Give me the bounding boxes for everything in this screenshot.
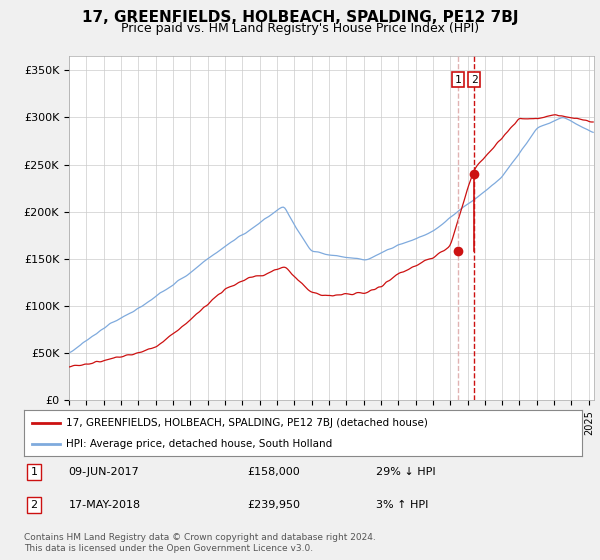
Text: £239,950: £239,950 [247,500,300,510]
Text: Contains HM Land Registry data © Crown copyright and database right 2024.
This d: Contains HM Land Registry data © Crown c… [24,533,376,553]
Text: 17, GREENFIELDS, HOLBEACH, SPALDING, PE12 7BJ (detached house): 17, GREENFIELDS, HOLBEACH, SPALDING, PE1… [66,418,428,428]
Text: £158,000: £158,000 [247,467,300,477]
Text: 2: 2 [471,74,478,85]
Text: Price paid vs. HM Land Registry's House Price Index (HPI): Price paid vs. HM Land Registry's House … [121,22,479,35]
Text: 2: 2 [31,500,38,510]
Text: HPI: Average price, detached house, South Holland: HPI: Average price, detached house, Sout… [66,439,332,449]
Text: 17, GREENFIELDS, HOLBEACH, SPALDING, PE12 7BJ: 17, GREENFIELDS, HOLBEACH, SPALDING, PE1… [82,10,518,25]
Text: 3% ↑ HPI: 3% ↑ HPI [376,500,428,510]
Text: 17-MAY-2018: 17-MAY-2018 [68,500,141,510]
Text: 29% ↓ HPI: 29% ↓ HPI [376,467,435,477]
Text: 09-JUN-2017: 09-JUN-2017 [68,467,139,477]
Text: 1: 1 [454,74,461,85]
Text: 1: 1 [31,467,38,477]
